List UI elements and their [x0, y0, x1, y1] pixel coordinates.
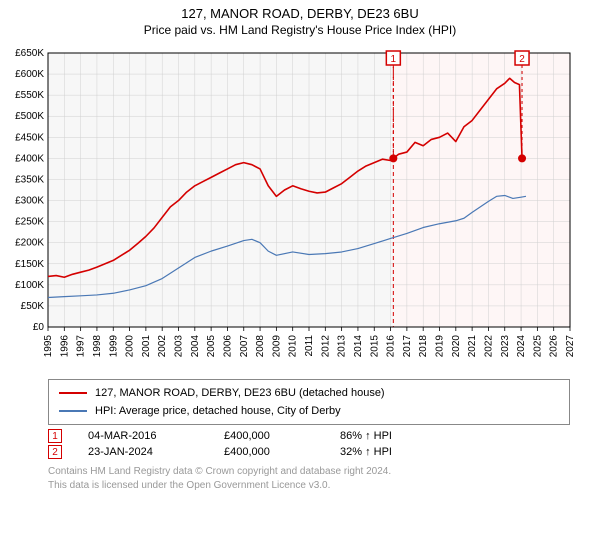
svg-text:1995: 1995: [43, 335, 54, 358]
svg-text:2003: 2003: [174, 335, 185, 358]
svg-text:2006: 2006: [222, 335, 233, 358]
svg-text:2019: 2019: [435, 335, 446, 358]
svg-text:2017: 2017: [402, 335, 413, 358]
legend-swatch: [59, 392, 87, 394]
footnote: Contains HM Land Registry data © Crown c…: [48, 465, 570, 493]
svg-text:£650K: £650K: [15, 48, 44, 59]
chart-title: 127, MANOR ROAD, DERBY, DE23 6BU: [0, 0, 600, 21]
footnote-line: Contains HM Land Registry data © Crown c…: [48, 465, 570, 479]
svg-text:1997: 1997: [76, 335, 87, 358]
svg-text:£300K: £300K: [15, 196, 44, 207]
svg-text:2010: 2010: [288, 335, 299, 358]
svg-text:2018: 2018: [418, 335, 429, 358]
svg-text:£600K: £600K: [15, 69, 44, 80]
svg-text:2: 2: [519, 54, 525, 65]
svg-text:£550K: £550K: [15, 90, 44, 101]
legend: 127, MANOR ROAD, DERBY, DE23 6BU (detach…: [48, 379, 570, 425]
svg-text:2025: 2025: [532, 335, 543, 358]
svg-text:2013: 2013: [337, 335, 348, 358]
svg-text:2020: 2020: [451, 335, 462, 358]
svg-text:£100K: £100K: [15, 280, 44, 291]
legend-row: HPI: Average price, detached house, City…: [59, 402, 559, 420]
svg-text:£350K: £350K: [15, 174, 44, 185]
svg-text:2005: 2005: [206, 335, 217, 358]
svg-text:2000: 2000: [125, 335, 136, 358]
svg-text:2022: 2022: [483, 335, 494, 358]
svg-text:£150K: £150K: [15, 259, 44, 270]
svg-text:2024: 2024: [516, 335, 527, 358]
event-row: 2 23-JAN-2024 £400,000 32% ↑ HPI: [48, 445, 570, 459]
svg-text:2009: 2009: [271, 335, 282, 358]
svg-text:2023: 2023: [500, 335, 511, 358]
svg-text:2001: 2001: [141, 335, 152, 358]
legend-label: HPI: Average price, detached house, City…: [95, 405, 341, 417]
svg-text:2021: 2021: [467, 335, 478, 358]
svg-text:2002: 2002: [157, 335, 168, 358]
chart-subtitle: Price paid vs. HM Land Registry's House …: [0, 21, 600, 43]
svg-text:1996: 1996: [59, 335, 70, 358]
svg-text:2014: 2014: [353, 335, 364, 358]
svg-text:2004: 2004: [190, 335, 201, 358]
svg-text:£250K: £250K: [15, 217, 44, 228]
footnote-line: This data is licensed under the Open Gov…: [48, 479, 570, 493]
legend-swatch: [59, 410, 87, 412]
svg-text:£0: £0: [33, 322, 45, 333]
svg-text:2007: 2007: [239, 335, 250, 358]
event-delta: 32% ↑ HPI: [340, 446, 392, 458]
legend-row: 127, MANOR ROAD, DERBY, DE23 6BU (detach…: [59, 384, 559, 402]
svg-text:£500K: £500K: [15, 111, 44, 122]
svg-text:2011: 2011: [304, 335, 315, 357]
event-date: 04-MAR-2016: [88, 430, 198, 442]
svg-text:2015: 2015: [369, 335, 380, 358]
legend-label: 127, MANOR ROAD, DERBY, DE23 6BU (detach…: [95, 387, 385, 399]
svg-text:2027: 2027: [565, 335, 576, 358]
event-marker: 1: [48, 429, 62, 443]
event-list: 1 04-MAR-2016 £400,000 86% ↑ HPI 2 23-JAN-202…: [0, 429, 600, 459]
svg-text:1998: 1998: [92, 335, 103, 358]
svg-text:£200K: £200K: [15, 238, 44, 249]
event-marker: 2: [48, 445, 62, 459]
svg-text:2016: 2016: [386, 335, 397, 358]
line-chart: £0 £50K £100K £150K £200K £250K £300K £350K £400…: [0, 43, 600, 373]
svg-text:£450K: £450K: [15, 132, 44, 143]
svg-text:1: 1: [391, 54, 397, 65]
svg-text:£50K: £50K: [21, 301, 45, 312]
svg-text:2026: 2026: [549, 335, 560, 358]
event-row: 1 04-MAR-2016 £400,000 86% ↑ HPI: [48, 429, 570, 443]
event-price: £400,000: [224, 430, 314, 442]
event-delta: 86% ↑ HPI: [340, 430, 392, 442]
chart-area: £0 £50K £100K £150K £200K £250K £300K £350K £400…: [0, 43, 600, 373]
event-price: £400,000: [224, 446, 314, 458]
svg-text:2008: 2008: [255, 335, 266, 358]
svg-text:£400K: £400K: [15, 153, 44, 164]
svg-text:2012: 2012: [320, 335, 331, 358]
svg-text:1999: 1999: [108, 335, 119, 358]
event-date: 23-JAN-2024: [88, 446, 198, 458]
